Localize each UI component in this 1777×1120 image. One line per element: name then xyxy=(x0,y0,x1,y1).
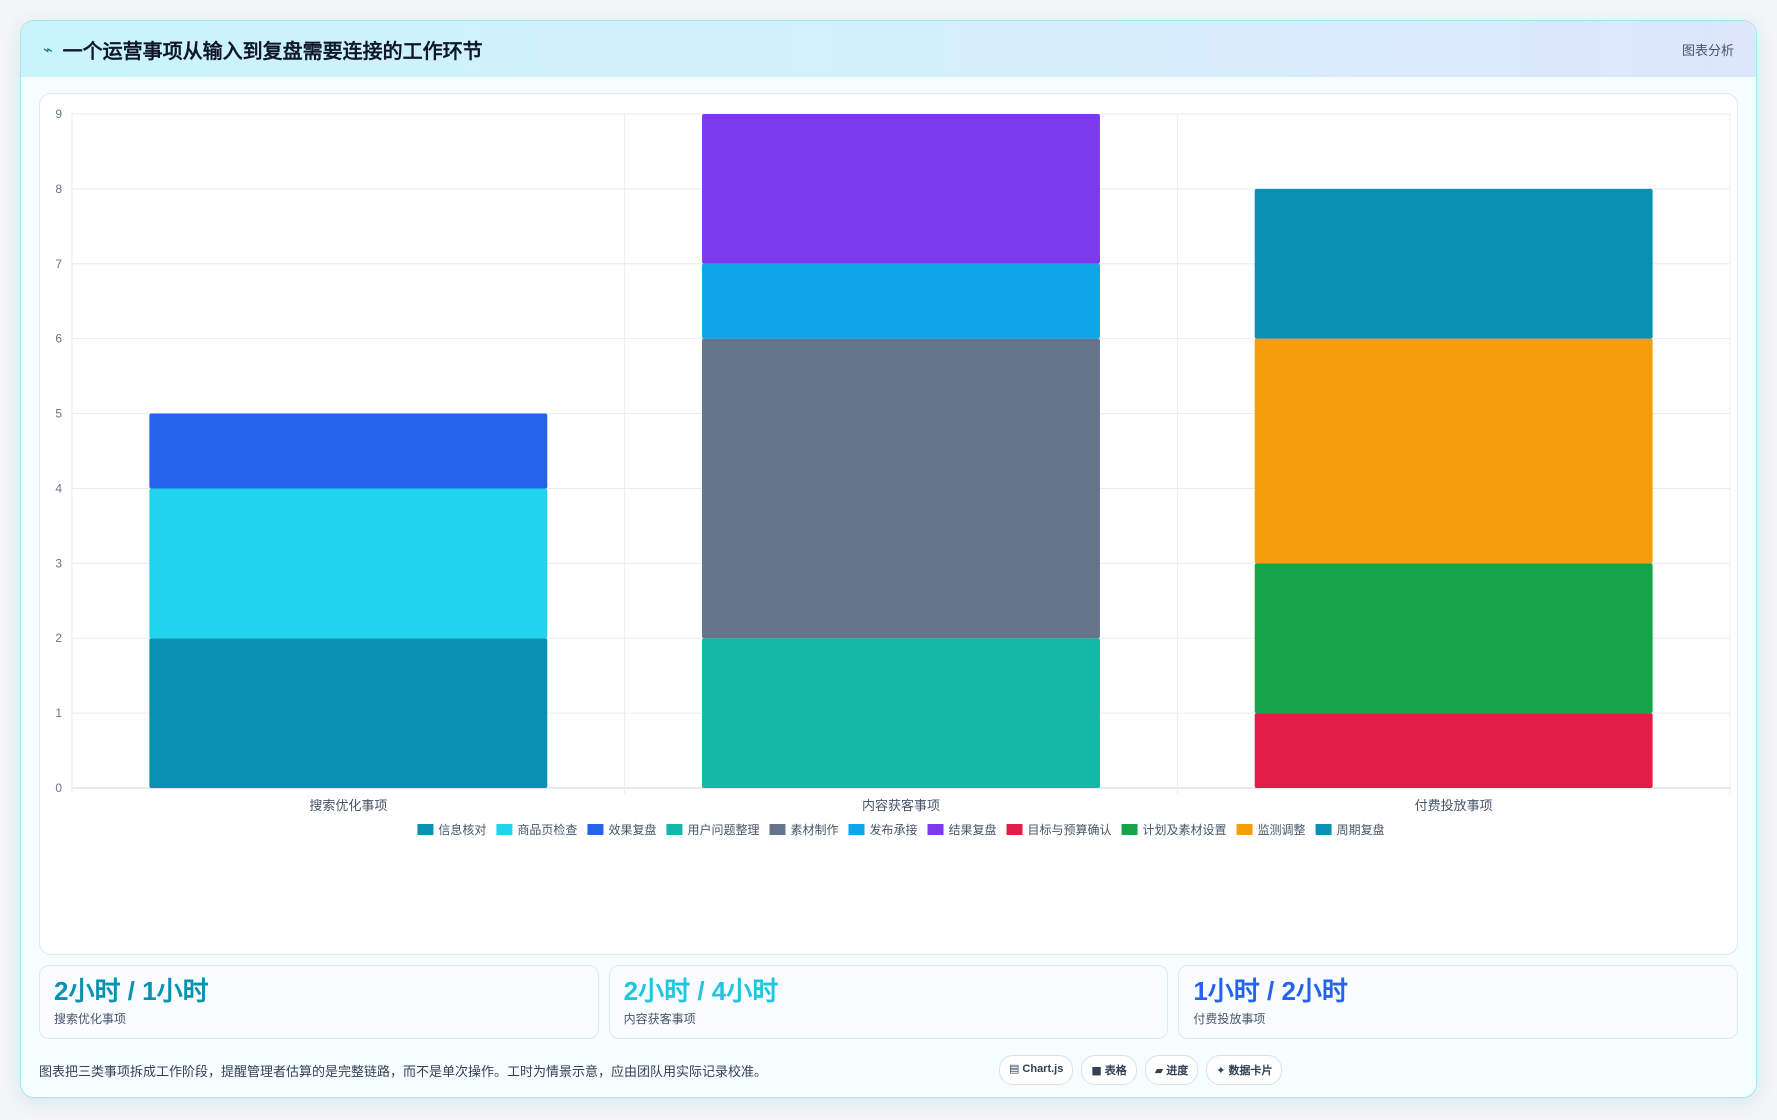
x-tick-label: 内容获客事项 xyxy=(862,798,940,813)
legend-label: 用户问题整理 xyxy=(687,822,759,837)
legend-swatch xyxy=(769,824,786,835)
bar-segment xyxy=(1254,713,1653,788)
legend-label: 计划及素材设置 xyxy=(1143,823,1227,837)
legend-swatch xyxy=(1236,824,1253,835)
x-tick-label: 搜索优化事项 xyxy=(309,798,387,813)
bar-segment xyxy=(1254,563,1653,714)
legend-swatch xyxy=(496,824,513,835)
stat-label: 搜索优化事项 xyxy=(54,1012,127,1026)
bar-segment xyxy=(149,413,548,489)
legend-label: 发布承接 xyxy=(869,822,917,837)
legend-swatch xyxy=(848,824,865,835)
y-tick-label: 5 xyxy=(55,407,62,421)
bar-segment xyxy=(149,638,548,788)
stat-value: 1小时 / 2小时 xyxy=(1193,976,1348,1006)
chip-label: 数据卡片 xyxy=(1228,1065,1273,1077)
stat-card: 2小时 / 1小时 搜索优化事项 xyxy=(39,965,599,1039)
legend-label: 目标与预算确认 xyxy=(1028,822,1112,837)
chip-label: 表格 xyxy=(1104,1065,1127,1077)
y-tick-label: 9 xyxy=(55,107,62,121)
legend-label: 素材制作 xyxy=(790,823,838,837)
chip-chartjs[interactable]: ▤ Chart.js xyxy=(999,1055,1074,1085)
legend-label: 周期复盘 xyxy=(1337,822,1385,837)
chip-progress[interactable]: ▰ 进度 xyxy=(1144,1055,1199,1085)
sparkle-icon: ✦ xyxy=(1216,1064,1226,1077)
chip-label: Chart.js xyxy=(1022,1063,1064,1075)
stat-card: 1小时 / 2小时 付费投放事项 xyxy=(1178,965,1739,1039)
footer: 图表把三类事项拆成工作阶段，提醒管理者估算的是完整链路，而不是单次操作。工时为情… xyxy=(39,1053,1738,1087)
table-icon: ■ xyxy=(1091,1064,1102,1077)
legend-swatch xyxy=(1315,824,1332,835)
bar-segment xyxy=(149,488,548,639)
stat-label: 付费投放事项 xyxy=(1193,1012,1266,1026)
y-tick-label: 7 xyxy=(55,257,62,271)
x-tick-label: 付费投放事项 xyxy=(1415,798,1493,813)
stat-value: 2小时 / 4小时 xyxy=(623,976,779,1006)
chart-icon: ▤ xyxy=(1009,1062,1020,1075)
legend-swatch xyxy=(1121,824,1138,835)
legend-label: 商品页检查 xyxy=(517,822,577,837)
y-tick-label: 8 xyxy=(55,182,62,196)
bar-segment xyxy=(702,114,1100,264)
legend-label: 结果复盘 xyxy=(949,822,997,837)
chip-data-cards[interactable]: ✦ 数据卡片 xyxy=(1206,1055,1283,1085)
legend-swatch xyxy=(927,824,944,835)
progress-icon: ▰ xyxy=(1154,1064,1164,1077)
bar-segment xyxy=(702,263,1100,339)
legend-label: 信息核对 xyxy=(438,822,486,837)
chart-analysis-button[interactable]: 图表分析 xyxy=(1681,42,1734,58)
page-title: 一个运营事项从输入到复盘需要连接的工作环节 xyxy=(62,40,483,63)
legend-swatch xyxy=(1006,824,1023,835)
panel-header: ⌁ 一个运营事项从输入到复盘需要连接的工作环节 图表分析 xyxy=(21,21,1756,77)
stat-label: 内容获客事项 xyxy=(623,1012,696,1026)
chip-label: 进度 xyxy=(1166,1065,1189,1077)
bar-segment xyxy=(702,638,1100,788)
legend-swatch xyxy=(587,824,604,835)
wave-icon: ⌁ xyxy=(43,39,53,59)
legend-label: 监测调整 xyxy=(1258,822,1306,837)
chip-table[interactable]: ■ 表格 xyxy=(1081,1055,1137,1085)
chart-panel: ⌁ 一个运营事项从输入到复盘需要连接的工作环节 图表分析 0 1 2 3 4 5 6 7 8 9 搜… xyxy=(20,20,1757,1098)
chart-card: 0 1 2 3 4 5 6 7 8 9 搜索优化事项 内容获客事项 付费投放事项信息核对 商品页检查 效果复… xyxy=(39,93,1738,955)
legend-swatch xyxy=(417,824,434,835)
y-tick-label: 3 xyxy=(55,556,62,570)
bar-segment xyxy=(702,338,1100,639)
chip-list: ▤ Chart.js ■ 表格 ▰ 进度 ✦ 数据卡片 xyxy=(999,1055,1283,1085)
y-tick-label: 0 xyxy=(55,781,62,795)
footer-note: 图表把三类事项拆成工作阶段，提醒管理者估算的是完整链路，而不是单次操作。工时为情… xyxy=(39,1063,768,1079)
stat-cards: 2小时 / 1小时 搜索优化事项 2小时 / 4小时 内容获客事项 1小时 / … xyxy=(39,965,1739,1039)
legend-swatch xyxy=(666,824,683,835)
stat-value: 2小时 / 1小时 xyxy=(54,976,209,1006)
bar-segment xyxy=(1254,188,1653,339)
y-tick-label: 4 xyxy=(55,481,62,495)
y-tick-label: 2 xyxy=(55,631,62,645)
y-tick-label: 1 xyxy=(55,706,62,720)
stat-card: 2小时 / 4小时 内容获客事项 xyxy=(608,965,1169,1039)
y-tick-label: 6 xyxy=(55,332,62,346)
bar-segment xyxy=(1254,338,1653,564)
legend-label: 效果复盘 xyxy=(608,822,656,837)
